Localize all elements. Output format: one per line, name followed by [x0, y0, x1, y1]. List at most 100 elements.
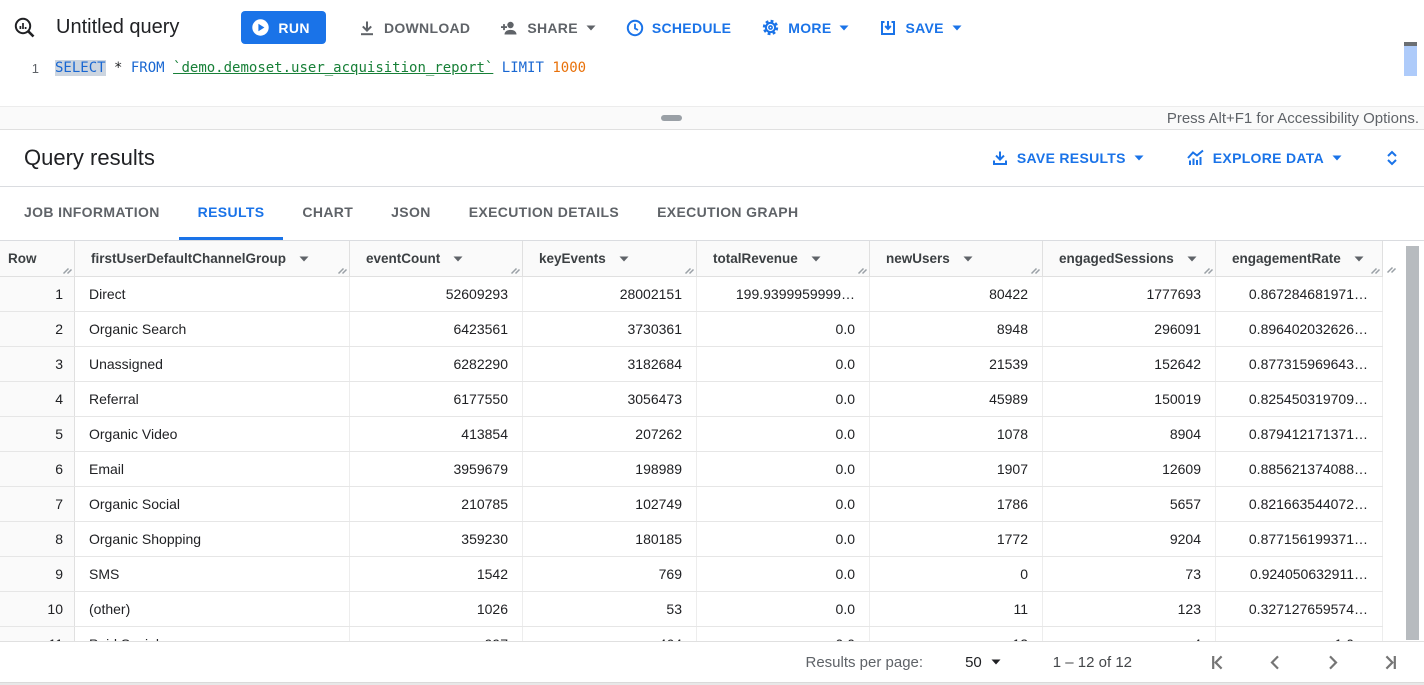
column-menu-icon[interactable]: [1354, 256, 1364, 262]
table-cell: 6282290: [350, 347, 523, 381]
column-resize-handle[interactable]: [62, 264, 73, 275]
column-header-newUsers[interactable]: newUsers: [870, 241, 1043, 276]
table-row: 3 Unassigned 6282290 3182684 0.0 21539 152642 0…: [0, 347, 1383, 382]
table-cell: 0.867284681971…: [1216, 277, 1383, 311]
table-cell: 3056473: [523, 382, 697, 416]
gear-icon: [761, 18, 780, 37]
column-header-totalRevenue[interactable]: totalRevenue: [697, 241, 870, 276]
table-row: 6 Email 3959679 198989 0.0 1907 12609 0.8856213…: [0, 452, 1383, 487]
previous-page-button[interactable]: [1265, 652, 1286, 673]
table-cell: 0.879412171371…: [1216, 417, 1383, 451]
download-label: DOWNLOAD: [383, 19, 471, 36]
tab-json[interactable]: JSON: [391, 204, 431, 220]
row-number-cell: 10: [0, 592, 75, 626]
column-resize-handle[interactable]: [1370, 264, 1381, 275]
more-caret-icon: [839, 25, 849, 31]
table-cell: 0.877315969643…: [1216, 347, 1383, 381]
table-cell: SMS: [75, 557, 350, 591]
query-magnifier-icon: [12, 15, 38, 41]
column-resize-handle[interactable]: [337, 264, 348, 275]
table-cell: 0.885621374088…: [1216, 452, 1383, 486]
save-results-button[interactable]: SAVE RESULTS: [991, 149, 1144, 167]
table-vertical-scrollbar[interactable]: [1406, 246, 1419, 640]
save-button[interactable]: SAVE: [879, 19, 962, 37]
sql-editor[interactable]: 1 SELECT * FROM `demo.demoset.user_acqui…: [0, 42, 1424, 106]
unfold-chevrons-icon: [1384, 149, 1400, 167]
schedule-label: SCHEDULE: [651, 19, 732, 36]
splitter-drag-handle[interactable]: [661, 115, 682, 121]
more-button[interactable]: MORE: [761, 18, 849, 37]
sql-table-reference[interactable]: `demo.demoset.user_acquisition_report`: [173, 60, 494, 76]
table-cell: Organic Shopping: [75, 522, 350, 556]
table-cell: 12609: [1043, 452, 1216, 486]
page-size-caret-icon: [991, 659, 1001, 665]
row-number-cell: 1: [0, 277, 75, 311]
share-button[interactable]: SHARE: [500, 19, 596, 37]
column-menu-icon[interactable]: [299, 256, 309, 262]
column-menu-icon[interactable]: [453, 256, 463, 262]
page-range-label: 1 – 12 of 12: [1052, 653, 1132, 671]
table-cell: 9204: [1043, 522, 1216, 556]
table-row: 8 Organic Shopping 359230 180185 0.0 1772 9204…: [0, 522, 1383, 557]
next-page-button[interactable]: [1322, 652, 1343, 673]
column-resize-handle[interactable]: [684, 264, 695, 275]
page-size-select[interactable]: 50: [965, 654, 1001, 671]
clock-icon: [626, 19, 644, 37]
save-results-download-icon: [991, 149, 1009, 167]
column-resize-handle[interactable]: [1386, 263, 1397, 274]
table-cell: 0.0: [697, 627, 870, 641]
table-cell: 73: [1043, 557, 1216, 591]
column-header-Row[interactable]: Row: [0, 241, 75, 276]
sql-limit-keyword: LIMIT: [501, 60, 544, 76]
table-cell: 0.0: [697, 487, 870, 521]
column-menu-icon[interactable]: [811, 256, 821, 262]
first-page-button[interactable]: [1208, 652, 1229, 673]
column-label: eventCount: [366, 251, 441, 266]
column-resize-handle[interactable]: [510, 264, 521, 275]
column-label: keyEvents: [539, 251, 606, 266]
bottom-scrollbar-strip[interactable]: [0, 682, 1424, 685]
table-cell: 0.924050632911…: [1216, 557, 1383, 591]
column-resize-handle[interactable]: [1030, 264, 1041, 275]
tab-job-information[interactable]: JOB INFORMATION: [24, 204, 160, 220]
table-cell: 0.0: [697, 557, 870, 591]
table-cell: 52609293: [350, 277, 523, 311]
explore-data-button[interactable]: EXPLORE DATA: [1186, 149, 1342, 167]
column-header-engagedSessions[interactable]: engagedSessions: [1043, 241, 1216, 276]
column-label: totalRevenue: [713, 251, 798, 266]
editor-splitter-band: Press Alt+F1 for Accessibility Options.: [0, 106, 1424, 130]
editor-scrollbar-thumb[interactable]: [1404, 46, 1417, 76]
results-per-page-label: Results per page:: [805, 653, 924, 671]
tab-results[interactable]: RESULTS: [178, 187, 284, 240]
column-menu-icon[interactable]: [619, 256, 629, 262]
table-cell: 0.896402032626…: [1216, 312, 1383, 346]
column-menu-icon[interactable]: [963, 256, 973, 262]
tab-execution-details[interactable]: EXECUTION DETAILS: [468, 204, 620, 220]
table-cell: 150019: [1043, 382, 1216, 416]
sql-from-keyword: FROM: [130, 60, 165, 76]
collapse-results-button[interactable]: [1384, 149, 1400, 167]
row-number-cell: 9: [0, 557, 75, 591]
table-cell: 6423561: [350, 312, 523, 346]
column-resize-handle[interactable]: [857, 264, 868, 275]
table-cell: 28002151: [523, 277, 697, 311]
run-button[interactable]: RUN: [241, 11, 326, 44]
column-header-firstUserDefaultChannelGroup[interactable]: firstUserDefaultChannelGroup: [75, 241, 350, 276]
more-label: MORE: [788, 19, 832, 36]
row-number-cell: 7: [0, 487, 75, 521]
tab-execution-graph[interactable]: EXECUTION GRAPH: [657, 204, 799, 220]
download-button[interactable]: DOWNLOAD: [358, 19, 470, 37]
column-header-keyEvents[interactable]: keyEvents: [523, 241, 697, 276]
table-cell: 53: [523, 592, 697, 626]
column-menu-icon[interactable]: [1187, 256, 1197, 262]
column-header-eventCount[interactable]: eventCount: [350, 241, 523, 276]
column-header-engagementRate[interactable]: engagementRate: [1216, 241, 1383, 276]
last-page-button[interactable]: [1379, 652, 1400, 673]
accessibility-hint: Press Alt+F1 for Accessibility Options.: [1166, 109, 1419, 127]
tab-chart[interactable]: CHART: [302, 204, 354, 220]
table-cell: 0.0: [697, 592, 870, 626]
person-add-icon: [500, 19, 519, 37]
column-resize-handle[interactable]: [1203, 264, 1214, 275]
save-results-label: SAVE RESULTS: [1016, 150, 1126, 166]
schedule-button[interactable]: SCHEDULE: [626, 19, 731, 37]
